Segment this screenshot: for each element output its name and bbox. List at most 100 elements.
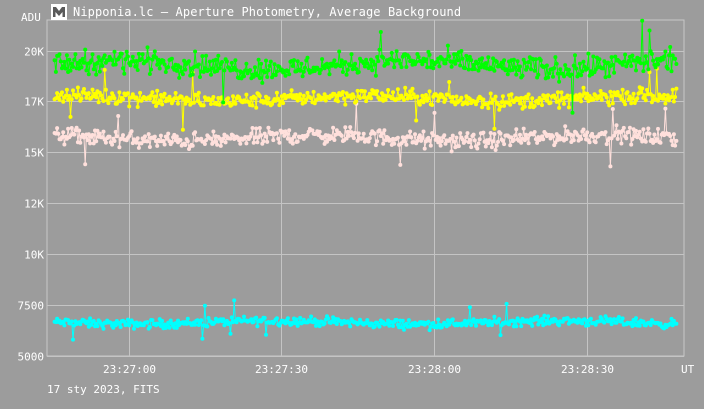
- data-point: [520, 73, 525, 78]
- data-point: [464, 135, 469, 139]
- data-point: [488, 131, 493, 135]
- data-point: [249, 317, 254, 322]
- data-point: [350, 67, 355, 72]
- data-point: [642, 93, 647, 98]
- data-point: [91, 319, 96, 323]
- data-point: [294, 317, 299, 322]
- data-point: [557, 323, 562, 328]
- data-point: [632, 58, 637, 63]
- data-point: [212, 139, 217, 144]
- data-point: [662, 92, 667, 97]
- mirror-app-icon: [51, 4, 67, 20]
- data-point: [489, 100, 494, 105]
- data-point: [502, 103, 507, 108]
- data-point: [174, 325, 179, 330]
- data-point: [538, 97, 543, 102]
- data-point: [566, 67, 571, 72]
- data-point: [487, 137, 492, 142]
- data-point: [471, 62, 476, 67]
- data-point: [574, 93, 579, 98]
- data-point: [77, 93, 82, 97]
- data-point: [593, 67, 598, 72]
- data-point: [61, 99, 66, 104]
- data-point: [317, 324, 322, 329]
- data-point: [119, 51, 124, 56]
- data-point: [353, 61, 358, 66]
- data-point: [340, 90, 345, 94]
- data-point: [367, 136, 372, 141]
- data-point: [242, 74, 246, 79]
- data-point: [290, 64, 295, 68]
- data-point: [268, 59, 273, 64]
- data-point: [391, 90, 395, 95]
- data-point: [373, 73, 378, 78]
- data-point: [372, 62, 377, 67]
- data-point: [169, 56, 174, 61]
- data-point: [544, 318, 549, 323]
- data-point: [231, 94, 235, 99]
- data-point: [134, 59, 139, 63]
- data-point: [441, 57, 446, 62]
- data-point: [641, 319, 646, 324]
- data-point: [554, 61, 559, 66]
- data-point: [562, 101, 566, 106]
- data-point: [127, 323, 132, 328]
- data-point: [635, 96, 640, 101]
- data-point: [163, 70, 168, 74]
- data-point: [406, 93, 411, 98]
- data-point: [102, 67, 107, 72]
- data-point: [518, 64, 522, 69]
- data-point: [621, 59, 626, 64]
- data-point: [147, 96, 152, 101]
- data-point: [521, 126, 526, 131]
- data-point: [196, 90, 201, 95]
- data-point: [243, 68, 248, 73]
- data-point: [477, 137, 482, 142]
- data-point: [167, 325, 172, 330]
- data-point: [425, 65, 430, 70]
- data-point: [612, 70, 617, 75]
- data-point: [504, 67, 509, 72]
- data-point: [491, 139, 496, 144]
- data-point: [86, 132, 91, 137]
- data-point: [300, 74, 305, 79]
- data-point: [355, 138, 360, 143]
- data-point: [234, 68, 239, 73]
- data-point: [474, 102, 478, 107]
- data-point: [53, 69, 58, 74]
- data-point: [648, 323, 653, 327]
- data-point: [469, 145, 474, 150]
- data-point: [179, 94, 184, 99]
- data-point: [107, 134, 112, 139]
- y-tick-label: 10K: [24, 249, 44, 262]
- data-point: [614, 320, 619, 325]
- data-point: [336, 99, 340, 104]
- data-point: [492, 314, 497, 319]
- data-point: [266, 68, 271, 73]
- data-point: [669, 95, 674, 99]
- data-point: [609, 322, 614, 327]
- data-point: [211, 95, 216, 99]
- data-point: [563, 63, 568, 68]
- data-point: [288, 93, 293, 97]
- data-point: [134, 95, 139, 100]
- data-point: [646, 126, 651, 131]
- data-point: [217, 102, 222, 107]
- data-point: [489, 145, 494, 150]
- data-point: [581, 127, 586, 132]
- data-point: [483, 144, 488, 149]
- data-point: [570, 110, 575, 115]
- data-point: [303, 65, 307, 70]
- data-point: [649, 137, 654, 142]
- data-point: [82, 135, 86, 140]
- data-point: [486, 106, 491, 111]
- data-point: [116, 114, 121, 118]
- data-point: [663, 106, 668, 111]
- data-point: [265, 139, 270, 144]
- data-point: [209, 136, 213, 141]
- data-point: [251, 74, 256, 79]
- data-point: [651, 58, 656, 63]
- data-point: [402, 97, 406, 102]
- data-point: [658, 140, 663, 145]
- series-points-2: [52, 101, 679, 169]
